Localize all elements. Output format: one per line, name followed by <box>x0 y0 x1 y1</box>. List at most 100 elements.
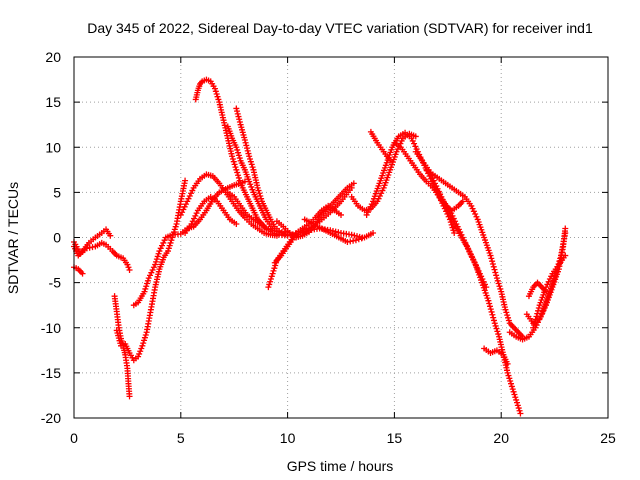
plus-marker <box>505 317 512 324</box>
plus-marker <box>141 334 148 341</box>
plus-marker <box>164 248 171 255</box>
plus-marker <box>186 192 193 199</box>
plus-marker <box>412 143 419 150</box>
plus-marker <box>453 220 460 227</box>
plus-marker <box>358 235 365 242</box>
plus-marker <box>181 203 188 210</box>
plus-marker <box>505 372 512 379</box>
plus-marker <box>247 155 254 162</box>
plus-marker <box>504 369 511 376</box>
plus-marker <box>497 285 504 292</box>
plus-marker <box>412 133 419 140</box>
plus-marker <box>463 242 470 249</box>
plus-marker <box>487 252 494 259</box>
plus-marker <box>144 280 151 287</box>
plus-marker <box>269 270 276 277</box>
plus-marker <box>267 276 274 283</box>
plus-marker <box>125 264 132 271</box>
series-track-z <box>523 225 569 327</box>
plus-marker <box>245 150 252 157</box>
plus-marker <box>233 105 240 112</box>
plus-marker <box>367 203 374 210</box>
plus-marker <box>487 306 494 313</box>
plus-marker <box>247 181 254 188</box>
y-tick-label: -15 <box>41 365 61 381</box>
plus-marker <box>192 212 199 219</box>
plus-marker <box>531 319 538 326</box>
plus-marker <box>247 158 254 165</box>
plus-marker <box>364 209 371 216</box>
plus-marker <box>446 207 453 214</box>
plus-marker <box>354 233 361 240</box>
plus-marker <box>454 223 461 230</box>
plus-marker <box>379 187 386 194</box>
plus-marker <box>171 226 178 233</box>
plus-marker <box>235 152 242 159</box>
plus-marker <box>546 276 553 283</box>
plus-marker <box>159 242 166 249</box>
plus-marker <box>153 256 160 263</box>
plus-marker <box>490 263 497 270</box>
plus-marker <box>138 345 145 352</box>
plus-marker <box>490 314 497 321</box>
plus-marker <box>153 258 160 265</box>
plus-marker <box>534 310 541 317</box>
plus-marker <box>236 118 243 125</box>
data-markers <box>71 76 569 417</box>
y-axis-label: SDTVAR / TECUs <box>5 182 21 294</box>
y-tick-label: 20 <box>45 49 61 65</box>
plus-marker <box>236 155 243 162</box>
plus-marker <box>141 288 148 295</box>
plus-marker <box>142 285 149 292</box>
plus-marker <box>452 218 459 225</box>
plus-marker <box>143 283 150 290</box>
plus-marker <box>139 342 146 349</box>
plus-marker <box>485 297 492 304</box>
plus-marker <box>355 236 362 243</box>
plus-marker <box>508 380 515 387</box>
plus-marker <box>229 153 236 160</box>
x-tick-label: 20 <box>493 430 509 446</box>
plus-marker <box>244 145 251 152</box>
plus-marker <box>179 209 186 216</box>
plus-marker <box>449 224 456 231</box>
plus-marker <box>366 206 373 213</box>
plus-marker <box>488 255 495 262</box>
plus-marker <box>241 137 248 144</box>
y-tick-label: 10 <box>45 139 61 155</box>
plus-marker <box>161 237 168 244</box>
plus-marker <box>135 353 142 360</box>
plus-marker <box>516 407 523 414</box>
plus-marker <box>212 88 219 95</box>
plus-marker <box>172 223 179 230</box>
plus-marker <box>254 184 261 191</box>
x-tick-label: 15 <box>387 430 403 446</box>
plus-marker <box>431 180 438 187</box>
plus-marker <box>469 205 476 212</box>
plus-marker <box>233 166 240 173</box>
plus-marker <box>211 85 218 92</box>
plus-marker <box>470 256 477 263</box>
x-tick-label: 5 <box>177 430 185 446</box>
plus-marker <box>512 394 519 401</box>
plus-marker <box>459 198 466 205</box>
plus-marker <box>491 266 498 273</box>
plus-marker <box>189 187 196 194</box>
plus-marker <box>149 266 156 273</box>
plus-marker <box>124 261 131 268</box>
plus-marker <box>234 169 241 176</box>
plus-marker <box>530 324 537 331</box>
series-track-b <box>71 264 86 277</box>
plus-marker <box>450 215 457 222</box>
plus-marker <box>235 149 242 156</box>
plus-marker <box>450 227 457 234</box>
plus-marker <box>188 190 195 197</box>
plus-marker <box>495 280 502 287</box>
plus-marker <box>458 231 465 238</box>
plus-marker <box>332 228 339 235</box>
plus-marker <box>508 383 515 390</box>
plus-marker <box>543 288 550 295</box>
plus-marker <box>398 137 405 144</box>
plus-marker <box>154 253 161 260</box>
plus-marker <box>544 281 551 288</box>
